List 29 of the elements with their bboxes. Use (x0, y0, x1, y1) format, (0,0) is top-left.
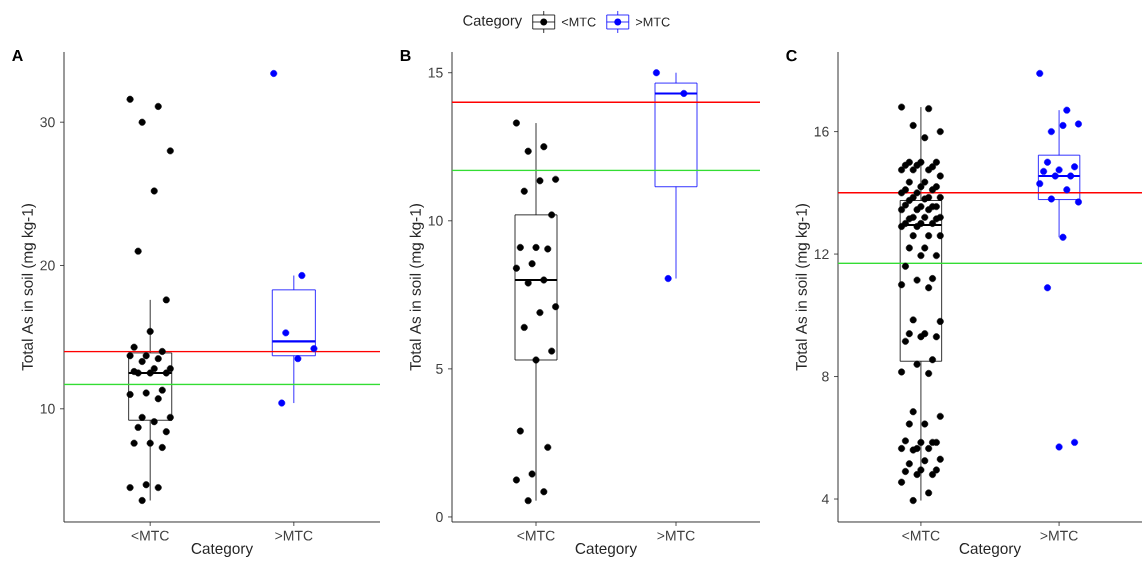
x-tick-label: >MTC (657, 530, 695, 541)
x-tick-label: >MTC (275, 530, 313, 541)
x-axis-title: Category (191, 543, 254, 557)
x-tick-label: <MTC (517, 530, 555, 541)
y-tick-label: 10 (428, 215, 443, 226)
x-tick-label: >MTC (1040, 530, 1078, 541)
x-axis-title: Category (575, 543, 638, 557)
y-axis-title: Total As in soil (mg kg-1) (409, 204, 424, 371)
y-tick-label: 10 (40, 403, 55, 414)
y-tick-label: 5 (436, 364, 443, 374)
y-tick-label: 8 (822, 371, 829, 382)
x-tick-label: <MTC (131, 530, 169, 541)
chart-title: B (400, 50, 411, 62)
y-axis-title: Total As in soil (mg kg-1) (795, 204, 810, 371)
y-tick-label: 15 (428, 67, 443, 78)
y-axis-title: Total As in soil (mg kg-1) (21, 204, 36, 371)
y-tick-label: 16 (814, 126, 829, 137)
legend-label: >MTC (635, 17, 670, 27)
y-tick-label: 4 (821, 494, 829, 504)
y-tick-label: 30 (40, 117, 55, 128)
chart-title: A (12, 50, 23, 62)
x-tick-label: <MTC (902, 530, 940, 541)
chart-title: C (786, 50, 797, 62)
y-tick-label: 0 (436, 512, 443, 522)
legend-label: <MTC (561, 17, 596, 27)
y-tick-label: 12 (814, 249, 829, 259)
legend-title: Category (463, 15, 523, 29)
y-tick-label: 20 (40, 260, 55, 271)
x-axis-title: Category (959, 543, 1022, 557)
